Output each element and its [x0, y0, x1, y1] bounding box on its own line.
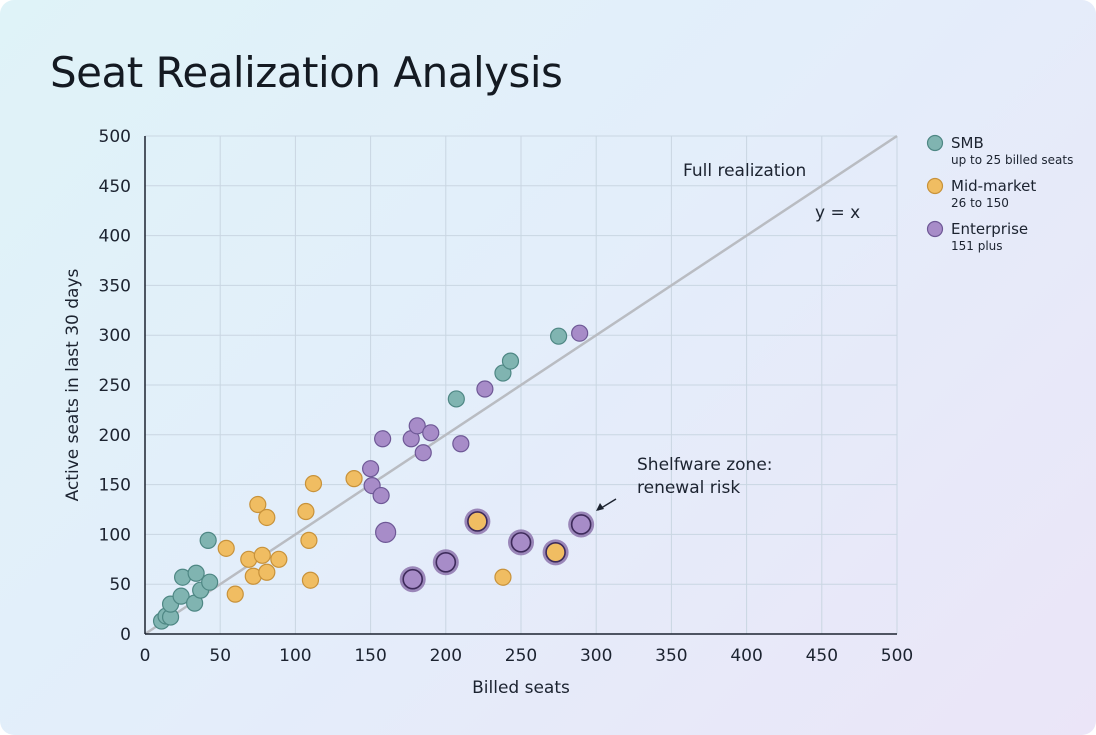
enterprise-point — [374, 430, 392, 448]
enterprise-shelfware-point — [568, 511, 595, 538]
legend-swatch-mid-market — [926, 177, 944, 195]
enterprise-point — [402, 568, 424, 590]
enterprise-point — [422, 424, 440, 442]
mid-market-point — [494, 568, 512, 586]
y-tick-label: 250 — [99, 376, 131, 396]
x-tick-label: 300 — [580, 646, 612, 666]
smb-point — [187, 564, 205, 582]
x-tick-label: 250 — [505, 646, 537, 666]
x-tick-label: 0 — [140, 646, 151, 666]
enterprise-shelfware-point — [399, 566, 426, 593]
legend-label: SMB — [951, 134, 984, 152]
legend-swatch-smb — [926, 134, 944, 152]
y-tick-label: 150 — [99, 476, 131, 496]
chart-title: Seat Realization Analysis — [50, 48, 563, 97]
smb-point — [201, 573, 219, 591]
x-tick-label: 150 — [354, 646, 386, 666]
mid-market-point — [226, 585, 244, 603]
x-tick-label: 100 — [279, 646, 311, 666]
x-tick-label: 450 — [806, 646, 838, 666]
reference-line-label: Full realization — [683, 161, 806, 181]
grid — [144, 135, 898, 635]
mid-market-shelfware-point — [464, 508, 491, 535]
enterprise-point — [476, 380, 494, 398]
reference-line-group — [144, 134, 898, 636]
mid-market-point — [249, 495, 267, 514]
shelfware-arrow — [596, 498, 617, 511]
mid-market-point — [297, 502, 315, 521]
mid-market-point — [467, 511, 488, 532]
smb-point — [549, 327, 568, 345]
y-tick-label: 300 — [99, 326, 131, 346]
legend-sublabel: 26 to 150 — [951, 196, 1009, 210]
mid-market-point — [270, 550, 288, 568]
enterprise-point — [408, 417, 426, 435]
legend-sublabel: 151 plus — [951, 239, 1003, 253]
x-tick-label: 350 — [655, 646, 687, 666]
enterprise-point — [571, 324, 589, 342]
enterprise-shelfware-point — [432, 549, 459, 576]
y-tick-label: 100 — [99, 525, 131, 545]
legend-label: Mid-market — [951, 177, 1036, 195]
y-tick-label: 400 — [99, 227, 131, 247]
shelfware-annotation-line1: Shelfware zone: — [637, 455, 773, 475]
enterprise-point — [362, 460, 380, 478]
y-tick-label: 450 — [99, 177, 131, 197]
x-tick-label: 50 — [209, 646, 231, 666]
mid-market-point — [258, 563, 276, 581]
x-axis-label: Billed seats — [472, 678, 570, 698]
mid-market-point — [258, 508, 276, 527]
y-tick-label: 200 — [99, 426, 131, 446]
enterprise-point — [570, 514, 592, 535]
enterprise-point — [452, 435, 470, 453]
y-tick-label: 350 — [99, 276, 131, 296]
reference-line-equation: y = x — [815, 203, 860, 223]
enterprise-point — [510, 532, 532, 553]
reference-line-y-equals-x — [144, 134, 898, 636]
enterprise-point — [372, 486, 390, 505]
smb-point — [172, 587, 190, 605]
y-tick-label: 0 — [120, 625, 131, 645]
mid-market-point — [301, 571, 320, 589]
mid-market-shelfware-point — [542, 539, 569, 566]
y-axis-label: Active seats in last 30 days — [63, 268, 83, 501]
smb-point — [501, 352, 520, 370]
axes: 0 50 100 150 200 250 300 350 400 450 500 0 50 100 150 2… — [99, 127, 914, 666]
enterprise-shelfware-point — [508, 529, 534, 556]
legend-sublabel: up to 25 billed seats — [951, 153, 1073, 167]
x-tick-label: 400 — [730, 646, 762, 666]
data-points — [152, 324, 595, 630]
mid-market-point — [217, 539, 235, 557]
mid-market-point — [253, 546, 271, 564]
mid-market-point — [300, 531, 318, 549]
mid-market-point — [345, 470, 363, 488]
enterprise-point — [435, 551, 457, 573]
enterprise-point — [375, 521, 397, 544]
legend-swatch-enterprise — [926, 220, 944, 238]
mid-market-point — [304, 475, 323, 493]
x-tick-label: 200 — [430, 646, 462, 666]
smb-point — [199, 531, 217, 549]
shelfware-annotation-line2: renewal risk — [637, 478, 740, 498]
mid-market-point — [545, 542, 566, 563]
smb-point — [447, 390, 465, 408]
y-tick-label: 500 — [99, 127, 131, 147]
enterprise-point — [414, 444, 432, 462]
legend-label: Enterprise — [951, 220, 1028, 238]
y-tick-label: 50 — [109, 575, 131, 595]
x-tick-label: 500 — [881, 646, 913, 666]
